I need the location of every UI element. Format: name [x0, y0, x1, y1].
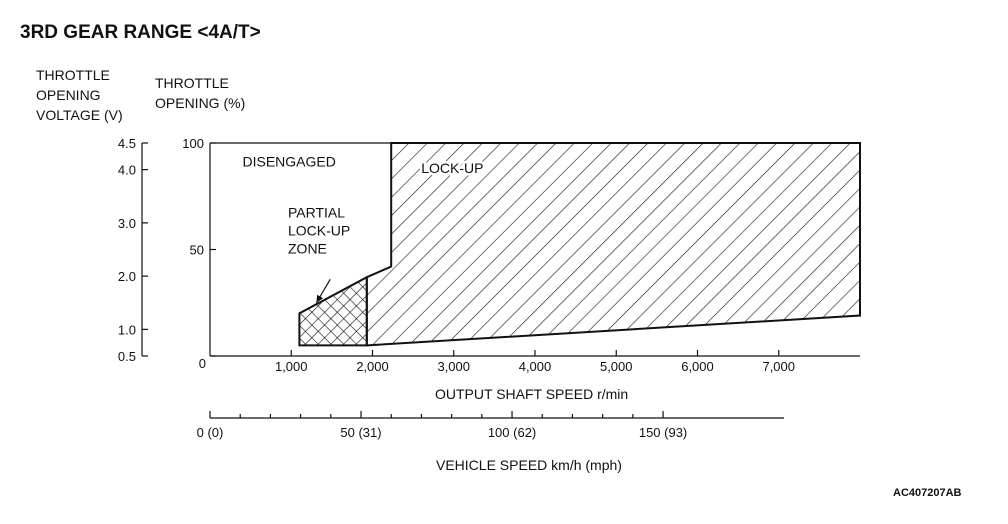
region-partial-lock-up-zone — [298, 275, 368, 347]
region-label-line: PARTIAL — [288, 205, 345, 221]
throttle-axis-label-line: OPENING (%) — [155, 95, 245, 111]
throttle-axis-label: THROTTLE OPENING (%) — [155, 75, 245, 111]
voltage-axis-label-line: VOLTAGE (V) — [36, 107, 123, 123]
region-label-line: LOCK-UP — [421, 160, 483, 176]
x-axis-label: OUTPUT SHAFT SPEED r/min — [435, 386, 628, 402]
voltage-tick-label: 3.0 — [118, 216, 136, 231]
vehicle-speed-label: VEHICLE SPEED km/h (mph) — [436, 457, 622, 473]
voltage-tick-label: 0.5 — [118, 349, 136, 364]
partial-zone-arrowhead — [316, 294, 324, 303]
voltage-axis-label-line: OPENING — [36, 87, 101, 103]
region-labels: DISENGAGED PARTIAL LOCK-UP ZONE LOCK-UP — [243, 153, 486, 304]
region-label-line: LOCK-UP — [288, 223, 350, 239]
chart-title: 3RD GEAR RANGE <4A/T> — [20, 22, 261, 43]
output-shaft-axis: 1,000 2,000 3,000 4,000 5,000 6,000 7,000 — [275, 350, 795, 374]
speed-tick-label: 0 (0) — [197, 425, 224, 440]
x-tick-label: 6,000 — [681, 359, 714, 374]
x-tick-label: 4,000 — [519, 359, 552, 374]
region-label-line: DISENGAGED — [243, 153, 336, 169]
speed-tick-label: 150 (93) — [639, 425, 687, 440]
y-tick-label: 100 — [182, 136, 204, 151]
speed-tick-label: 100 (62) — [488, 425, 536, 440]
voltage-tick-label: 1.0 — [118, 322, 136, 337]
voltage-tick-label: 4.0 — [118, 163, 136, 178]
speed-tick-label: 50 (31) — [340, 425, 381, 440]
x-tick-label: 3,000 — [437, 359, 470, 374]
x-tick-label: 2,000 — [356, 359, 389, 374]
x-tick-label: 1,000 — [275, 359, 308, 374]
y-tick-label: 50 — [190, 243, 204, 258]
figure-code: AC407207AB — [893, 487, 962, 499]
voltage-axis-label-line: THROTTLE — [36, 67, 110, 83]
regions — [298, 142, 861, 347]
y-tick-label: 0 — [199, 356, 206, 371]
region-label-line: ZONE — [288, 241, 327, 257]
vehicle-speed-axis: 0 (0) 50 (31) 100 (62) 150 (93) — [197, 411, 784, 440]
throttle-axis: 0 50 100 — [182, 136, 216, 371]
voltage-tick-label: 2.0 — [118, 269, 136, 284]
voltage-tick-label: 4.5 — [118, 136, 136, 151]
x-tick-label: 5,000 — [600, 359, 633, 374]
x-tick-label: 7,000 — [762, 359, 795, 374]
voltage-axis-label: THROTTLE OPENING VOLTAGE (V) — [36, 67, 123, 123]
voltage-axis: 0.5 1.0 2.0 3.0 4.0 4.5 — [118, 136, 148, 364]
throttle-axis-label-line: THROTTLE — [155, 75, 229, 91]
